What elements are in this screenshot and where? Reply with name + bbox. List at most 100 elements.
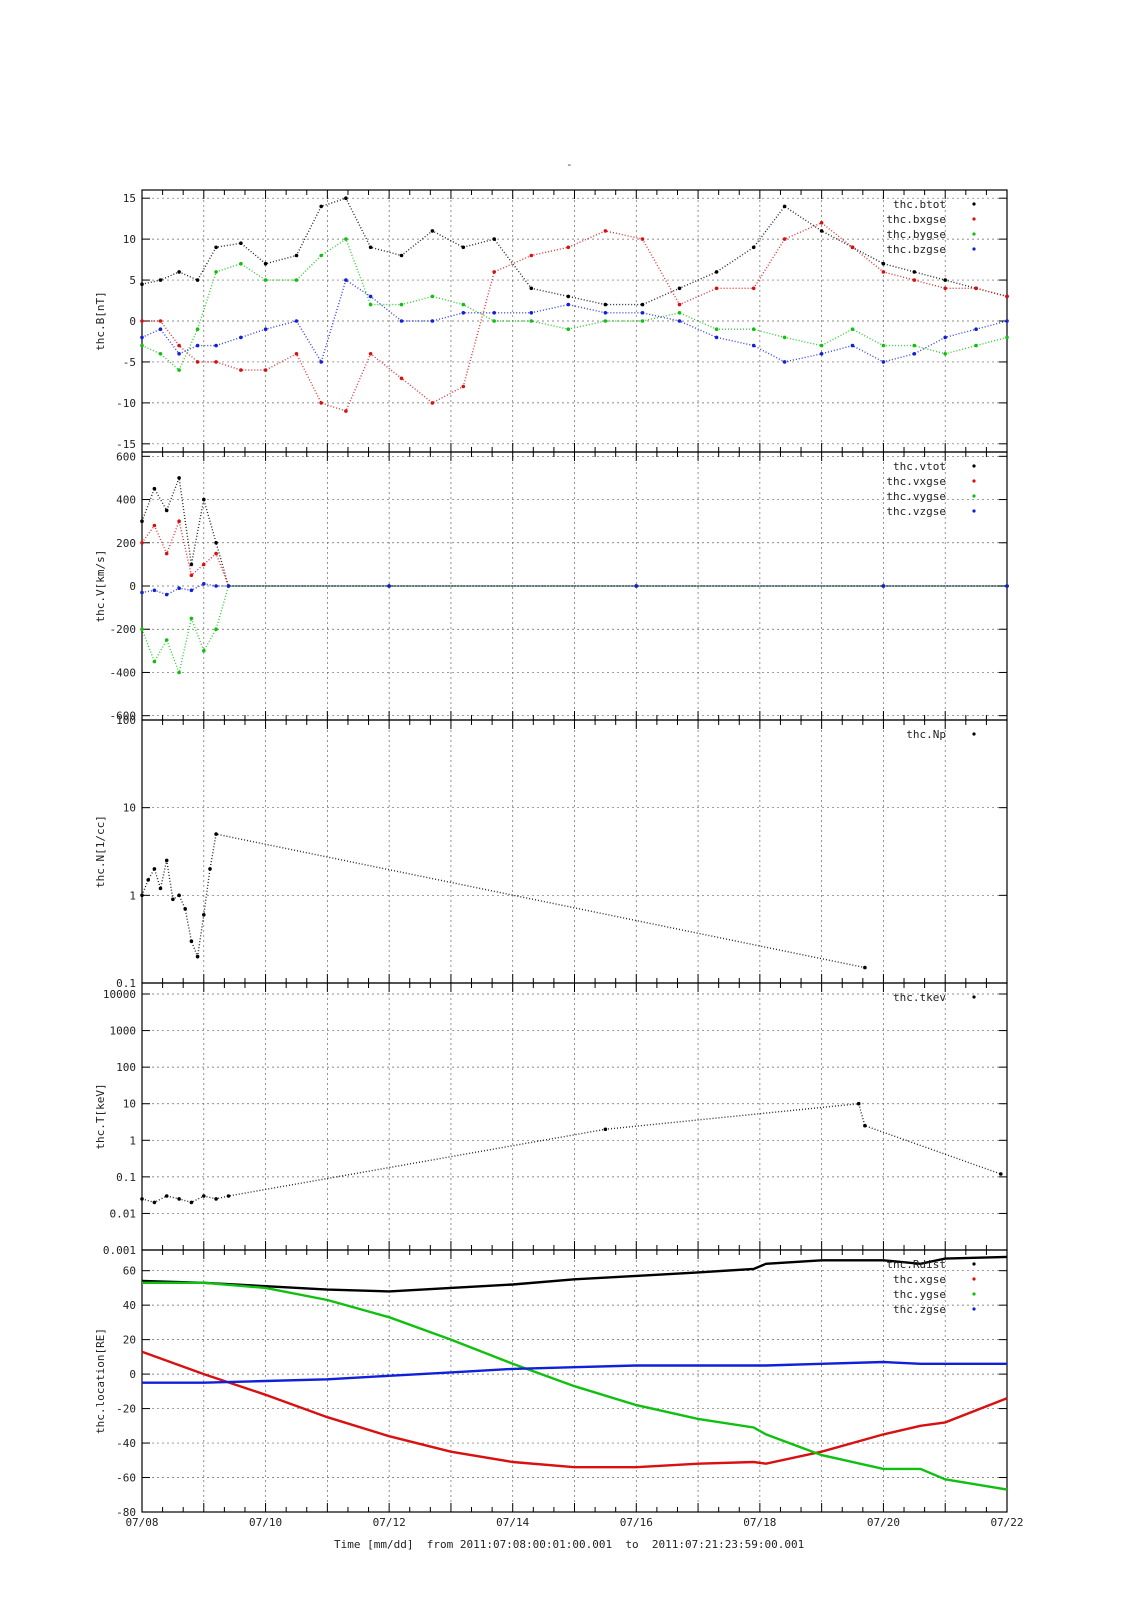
data-point bbox=[189, 588, 194, 593]
legend-marker bbox=[972, 732, 976, 736]
series-trace-thc-tkev bbox=[141, 1102, 1002, 1204]
data-point bbox=[399, 376, 404, 381]
x-tick-label: 07/14 bbox=[496, 1516, 529, 1529]
data-point bbox=[319, 401, 324, 405]
data-point bbox=[1005, 319, 1009, 323]
data-point bbox=[714, 270, 719, 274]
series-line-thc-ygse bbox=[142, 1281, 1008, 1491]
data-point bbox=[164, 638, 169, 642]
y-tick-label: 400 bbox=[116, 494, 136, 507]
data-point bbox=[430, 401, 435, 405]
legend-label-thc-bygse: thc.bygse bbox=[886, 228, 946, 241]
data-point bbox=[461, 311, 466, 315]
data-point bbox=[202, 497, 206, 502]
series-trace-thc-bxgse bbox=[142, 221, 1008, 412]
data-point bbox=[430, 294, 435, 299]
data-point bbox=[634, 584, 639, 588]
data-point bbox=[850, 327, 855, 332]
y-tick-label: 600 bbox=[116, 450, 136, 463]
data-point bbox=[152, 588, 157, 593]
data-point bbox=[140, 541, 144, 545]
data-point bbox=[158, 352, 163, 356]
data-point bbox=[226, 1194, 231, 1198]
y-tick-label: 0 bbox=[129, 1368, 136, 1381]
data-point bbox=[566, 245, 571, 250]
y-tick-label: -80 bbox=[116, 1506, 136, 1519]
data-point bbox=[146, 878, 150, 882]
x-tick-label: 07/20 bbox=[867, 1516, 900, 1529]
data-point bbox=[214, 343, 218, 348]
data-point bbox=[912, 343, 917, 348]
data-point bbox=[881, 261, 886, 266]
data-point bbox=[239, 241, 243, 245]
legend-marker bbox=[972, 509, 976, 513]
data-point bbox=[140, 282, 144, 287]
data-point bbox=[881, 343, 886, 348]
data-point bbox=[140, 893, 144, 898]
data-point bbox=[177, 352, 181, 356]
panel-V: -600 -400 -200 0 200 400 600 thc.V[km/s] thc.vto… bbox=[94, 450, 1009, 723]
data-point bbox=[640, 237, 645, 241]
data-point bbox=[171, 897, 175, 902]
data-point bbox=[239, 368, 243, 372]
data-point bbox=[189, 939, 194, 943]
data-point bbox=[177, 670, 181, 675]
data-point bbox=[529, 311, 534, 315]
y-tick-label: -10 bbox=[116, 397, 136, 410]
series-trace-thc-vzgse bbox=[141, 583, 1007, 596]
data-point bbox=[202, 1194, 206, 1198]
data-point bbox=[319, 360, 324, 364]
legend-label-thc-tkev: thc.tkev bbox=[893, 991, 946, 1004]
data-point bbox=[344, 196, 348, 200]
data-point bbox=[714, 335, 719, 340]
data-point bbox=[640, 319, 645, 323]
data-point bbox=[912, 270, 917, 274]
x-tick-label: 07/10 bbox=[249, 1516, 282, 1529]
legend-label-thc-vxgse: thc.vxgse bbox=[886, 475, 946, 488]
data-point bbox=[881, 360, 886, 364]
data-point bbox=[164, 551, 169, 556]
series-line-thc-Rdist bbox=[141, 1255, 1008, 1293]
data-point bbox=[399, 302, 404, 307]
x-tick-label: 07/16 bbox=[620, 1516, 653, 1529]
y-axis-label: thc.T[keV] bbox=[94, 1083, 107, 1149]
data-point bbox=[863, 1123, 867, 1128]
data-point bbox=[850, 245, 855, 250]
data-point bbox=[819, 229, 824, 233]
y-tick-label: 40 bbox=[123, 1299, 136, 1312]
data-point bbox=[751, 327, 756, 332]
series-trace-thc-btot bbox=[141, 197, 1008, 306]
data-point bbox=[164, 508, 169, 513]
data-point bbox=[751, 286, 756, 291]
y-tick-label: 100 bbox=[116, 714, 136, 727]
data-point bbox=[214, 832, 218, 836]
series-trace-thc-bygse bbox=[141, 238, 1008, 372]
data-point bbox=[183, 907, 187, 911]
data-point bbox=[226, 584, 231, 588]
legend-marker bbox=[972, 494, 976, 498]
data-point bbox=[640, 302, 645, 307]
data-point bbox=[751, 343, 756, 348]
y-tick-label: 0 bbox=[129, 315, 136, 328]
data-point bbox=[603, 302, 608, 307]
panel-N: 0.1 1 10 100 thc.N[1/cc] thc.Np bbox=[94, 714, 1008, 990]
data-point bbox=[1005, 584, 1009, 588]
data-point bbox=[492, 311, 497, 315]
data-point bbox=[566, 327, 571, 332]
panel-location: -80 -60 -40 -20 0 20 40 60 thc.location[RE] thc.R… bbox=[94, 1249, 1008, 1519]
legend-label-thc-Rdist: thc.Rdist bbox=[886, 1258, 946, 1271]
data-point bbox=[202, 649, 206, 653]
data-point bbox=[751, 245, 756, 250]
data-point bbox=[714, 327, 719, 332]
data-point bbox=[214, 584, 218, 588]
y-tick-label: 1000 bbox=[110, 1025, 137, 1038]
data-point bbox=[430, 319, 435, 323]
data-point bbox=[195, 278, 200, 282]
data-point bbox=[294, 278, 299, 282]
data-point bbox=[677, 302, 682, 307]
x-tick-label: 07/12 bbox=[373, 1516, 406, 1529]
data-point bbox=[214, 541, 218, 545]
y-tick-label: 0.1 bbox=[116, 1171, 136, 1184]
data-point bbox=[294, 352, 299, 356]
y-tick-label: 5 bbox=[129, 274, 136, 287]
